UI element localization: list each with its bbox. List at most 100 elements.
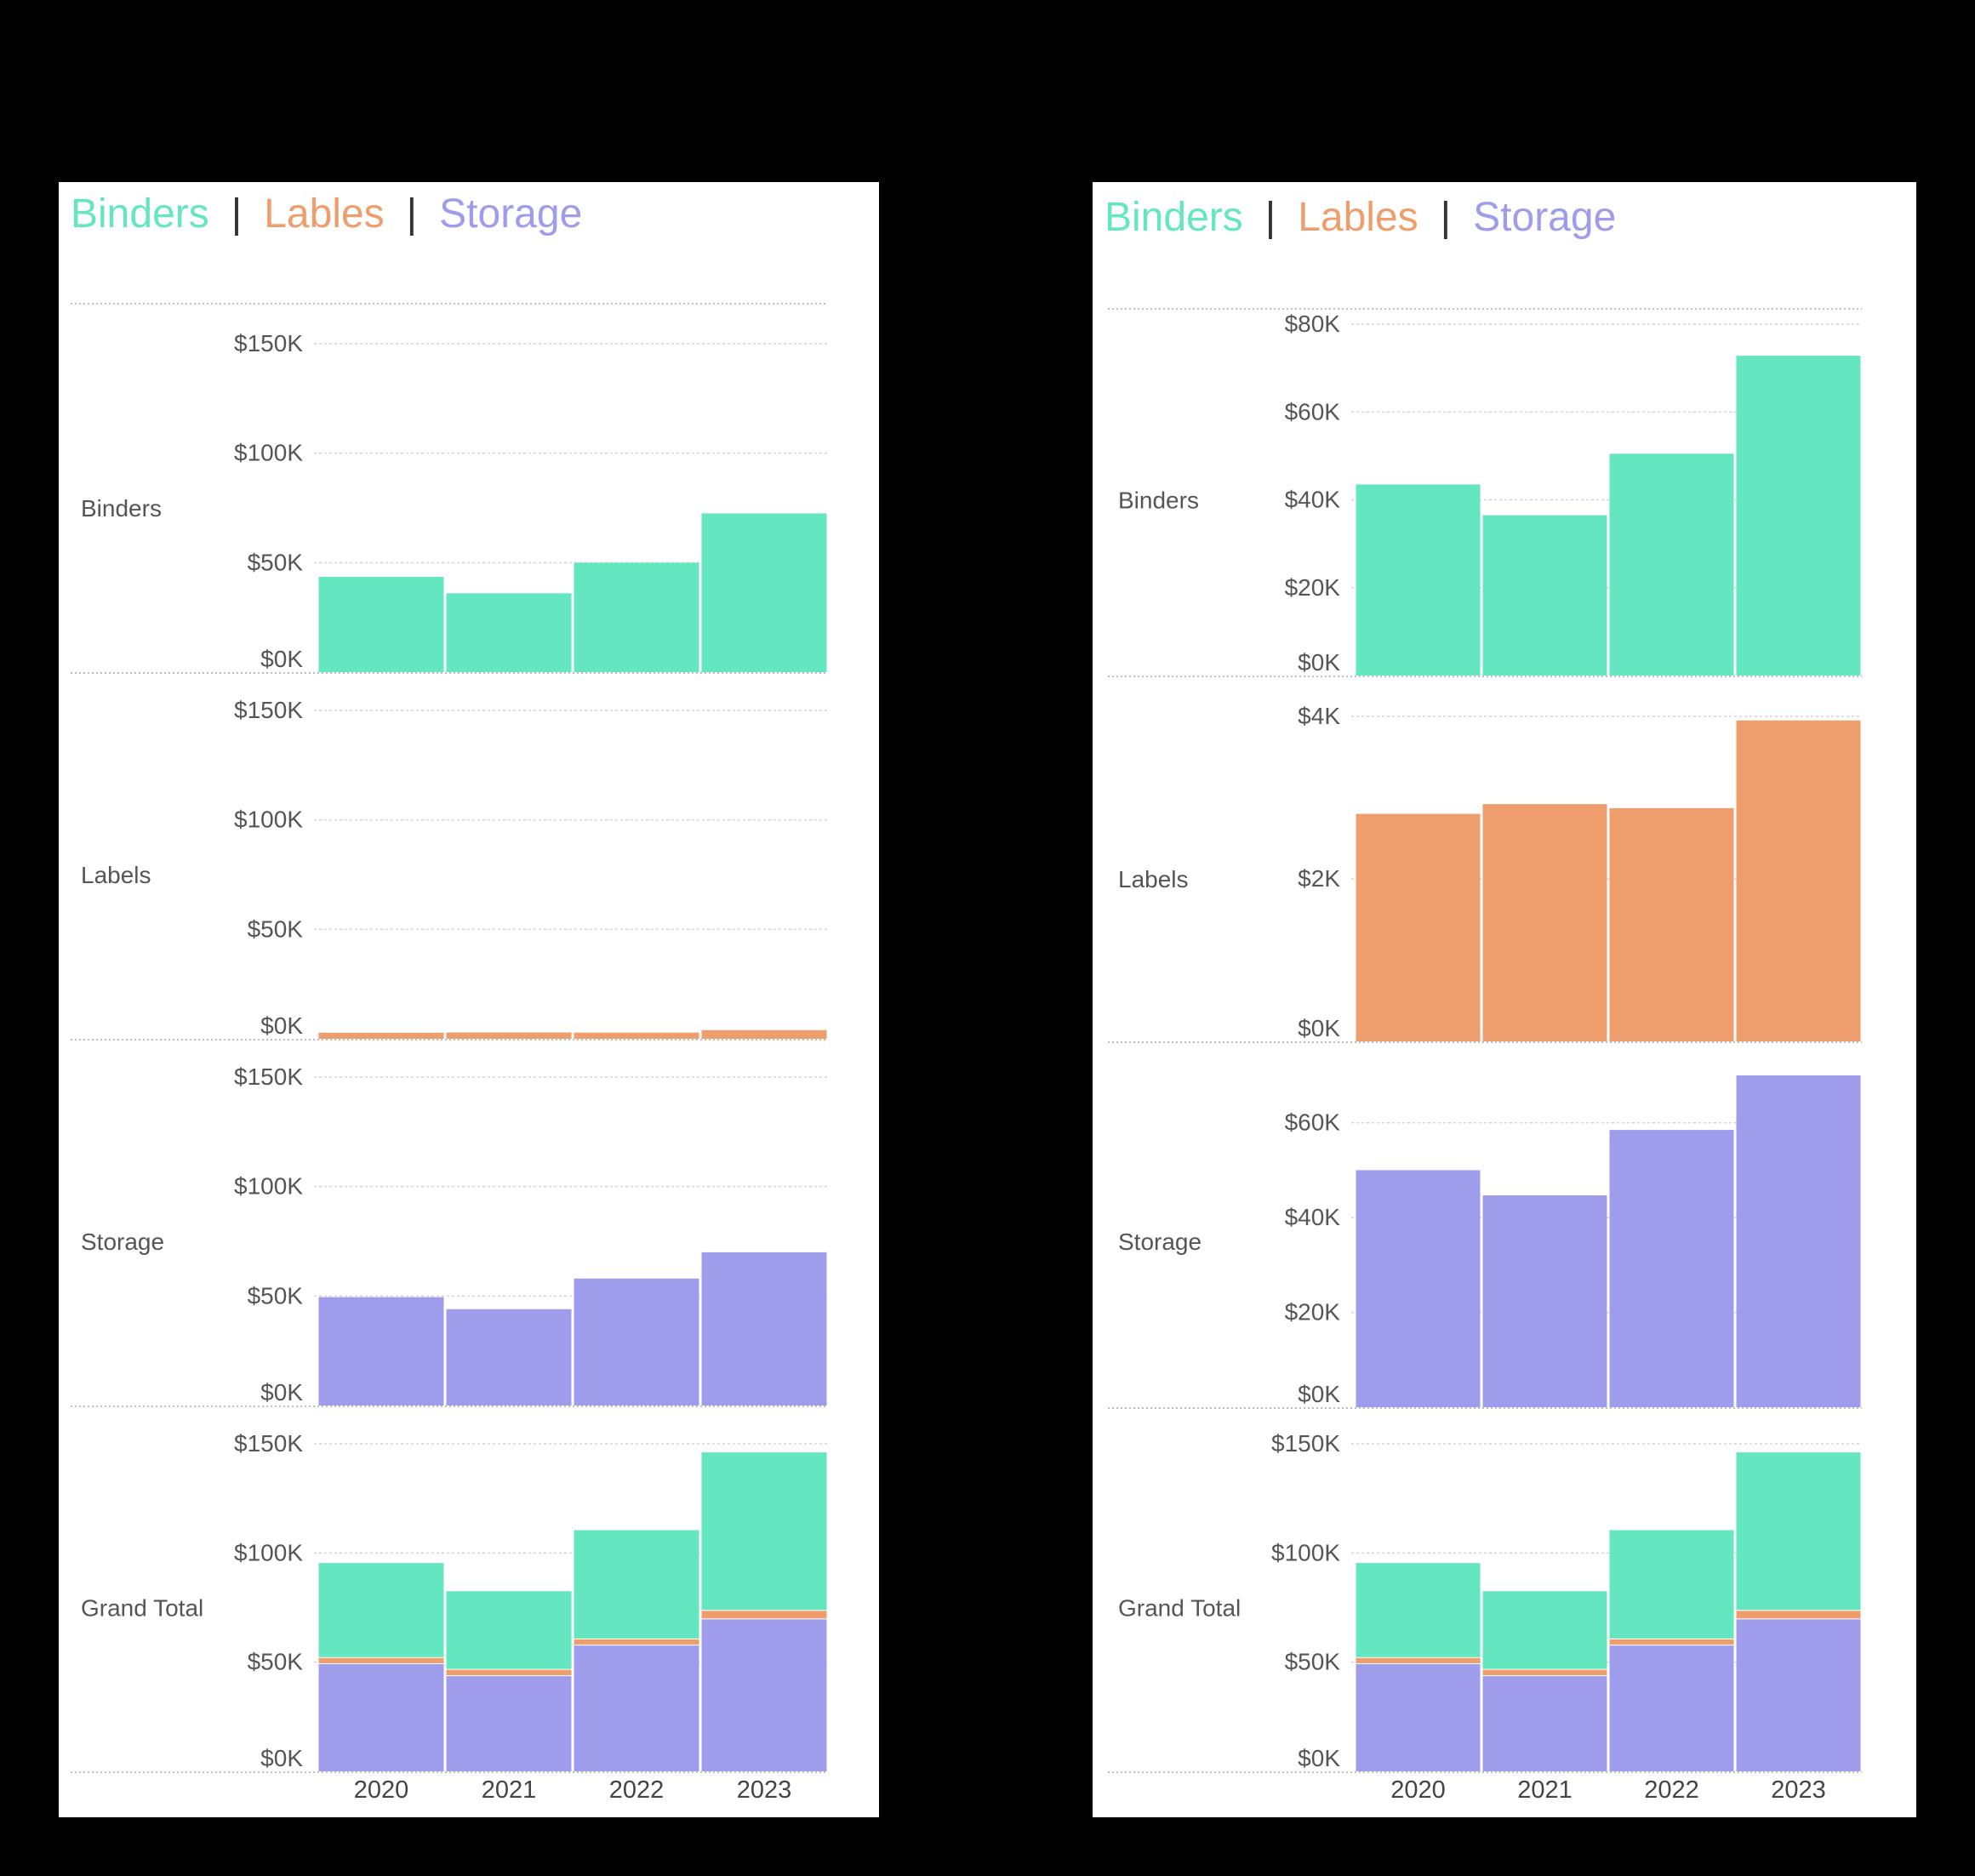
bar-labels-2022[interactable] <box>1609 1638 1734 1645</box>
legend-storage[interactable]: Storage <box>1473 195 1617 240</box>
bar-labels-2021[interactable] <box>446 1032 572 1039</box>
row-label-storage: Storage <box>1118 1229 1202 1255</box>
row-label-binders: Binders <box>1118 488 1199 514</box>
bar-storage-2023[interactable] <box>1736 1618 1861 1771</box>
bar-storage-2023[interactable] <box>1736 1075 1861 1407</box>
left-chart-panel: Binders | Lables | Storage $0K $50K $100K $150K… <box>59 182 879 1817</box>
bar-labels-2023[interactable] <box>1736 1610 1861 1619</box>
bar-binders-2020[interactable] <box>318 1562 444 1657</box>
y-tick-label: $0K <box>1298 1745 1340 1771</box>
legend-separator: | <box>406 191 418 237</box>
row-label-binders: Binders <box>81 495 162 522</box>
legend-separator: | <box>231 191 243 237</box>
bar-binders-2022[interactable] <box>574 1529 699 1639</box>
row-label-grand-total: Grand Total <box>1118 1595 1241 1622</box>
y-tick-label: $50K <box>248 915 304 942</box>
bar-storage-2022[interactable] <box>1609 1130 1734 1407</box>
bar-labels-2022[interactable] <box>574 1032 699 1039</box>
legend-lables[interactable]: Lables <box>264 191 385 237</box>
x-tick-label-2020: 2020 <box>354 1776 409 1804</box>
bar-labels-2020[interactable] <box>318 1032 444 1039</box>
legend-lables[interactable]: Lables <box>1298 195 1418 240</box>
legend-separator: | <box>1440 195 1452 240</box>
bar-binders-2021[interactable] <box>446 593 572 672</box>
bar-binders-2021[interactable] <box>446 1590 572 1669</box>
bar-labels-2020[interactable] <box>1356 813 1481 1041</box>
bar-storage-2023[interactable] <box>701 1618 827 1771</box>
legend-separator: | <box>1264 195 1276 240</box>
bar-labels-2021[interactable] <box>446 1668 572 1676</box>
x-tick-label-2020: 2020 <box>1390 1776 1446 1804</box>
bar-storage-2022[interactable] <box>574 1278 699 1406</box>
y-tick-label: $4K <box>1298 703 1340 729</box>
y-tick-label: $80K <box>1285 311 1341 337</box>
y-tick-label: $50K <box>1285 1649 1341 1675</box>
bar-labels-2022[interactable] <box>1609 807 1734 1041</box>
color-legend: Binders | Lables | Storage <box>71 191 582 237</box>
bar-binders-2022[interactable] <box>574 562 699 672</box>
color-legend: Binders | Lables | Storage <box>1105 194 1616 241</box>
bar-labels-2021[interactable] <box>1482 804 1607 1041</box>
y-tick-label: $150K <box>234 1430 303 1457</box>
y-tick-label: $0K <box>1298 1015 1340 1041</box>
bar-storage-2020[interactable] <box>1356 1170 1481 1407</box>
x-tick-label-2023: 2023 <box>1771 1776 1826 1804</box>
bar-binders-2022[interactable] <box>1609 453 1734 676</box>
bar-binders-2021[interactable] <box>1482 515 1607 676</box>
y-tick-label: $100K <box>234 807 303 833</box>
bar-binders-2020[interactable] <box>318 577 444 672</box>
bar-labels-2023[interactable] <box>701 1610 827 1619</box>
x-tick-label-2023: 2023 <box>737 1776 792 1804</box>
y-tick-label: $100K <box>234 440 303 466</box>
bar-storage-2021[interactable] <box>446 1675 572 1771</box>
bar-storage-2022[interactable] <box>1609 1645 1734 1771</box>
y-tick-label: $150K <box>234 1063 303 1090</box>
row-label-labels: Labels <box>81 862 151 888</box>
bar-binders-2020[interactable] <box>1356 1562 1481 1657</box>
y-tick-label: $0K <box>260 1745 303 1771</box>
y-tick-label: $60K <box>1285 398 1341 425</box>
bar-binders-2021[interactable] <box>1482 1590 1607 1669</box>
bar-binders-2020[interactable] <box>1356 484 1481 676</box>
bar-labels-2023[interactable] <box>1736 720 1861 1041</box>
bar-binders-2022[interactable] <box>1609 1529 1734 1639</box>
bar-binders-2023[interactable] <box>1736 356 1861 676</box>
y-tick-label: $20K <box>1285 574 1341 601</box>
x-tick-label-2022: 2022 <box>1644 1776 1699 1804</box>
y-tick-label: $60K <box>1285 1109 1341 1136</box>
bar-storage-2021[interactable] <box>1482 1675 1607 1771</box>
y-tick-label: $0K <box>260 646 303 672</box>
bar-storage-2021[interactable] <box>1482 1195 1607 1407</box>
legend-binders[interactable]: Binders <box>71 191 209 237</box>
y-tick-label: $0K <box>260 1012 303 1039</box>
bar-storage-2023[interactable] <box>701 1252 827 1406</box>
legend-storage[interactable]: Storage <box>439 191 583 237</box>
bar-labels-2020[interactable] <box>1356 1656 1481 1663</box>
bar-storage-2020[interactable] <box>318 1297 444 1406</box>
bar-labels-2021[interactable] <box>1482 1668 1607 1676</box>
bar-labels-2020[interactable] <box>318 1656 444 1663</box>
right-chart-panel: Binders | Lables | Storage $0K $20K $40K $60K $8… <box>1093 182 1916 1817</box>
y-tick-label: $50K <box>248 1282 304 1309</box>
bar-storage-2020[interactable] <box>318 1662 444 1771</box>
y-tick-label: $0K <box>260 1379 303 1406</box>
row-label-storage: Storage <box>81 1229 164 1255</box>
y-tick-label: $2K <box>1298 865 1340 892</box>
bar-storage-2021[interactable] <box>446 1309 572 1406</box>
bar-storage-2020[interactable] <box>1356 1662 1481 1771</box>
y-tick-label: $40K <box>1285 1204 1341 1230</box>
bar-binders-2023[interactable] <box>701 1451 827 1611</box>
x-tick-label-2022: 2022 <box>609 1776 665 1804</box>
y-tick-label: $150K <box>234 330 303 356</box>
x-tick-label-2021: 2021 <box>482 1776 537 1804</box>
bar-labels-2023[interactable] <box>701 1029 827 1039</box>
y-tick-label: $100K <box>234 1539 303 1565</box>
y-tick-label: $150K <box>1271 1430 1340 1457</box>
bar-labels-2022[interactable] <box>574 1638 699 1645</box>
y-tick-label: $0K <box>1298 1381 1340 1407</box>
left-bar-chart: $0K $50K $100K $150K Binders $0K $50K $100K $150… <box>71 303 828 1804</box>
bar-storage-2022[interactable] <box>574 1645 699 1771</box>
bar-binders-2023[interactable] <box>1736 1451 1861 1611</box>
legend-binders[interactable]: Binders <box>1105 195 1243 240</box>
bar-binders-2023[interactable] <box>701 513 827 672</box>
